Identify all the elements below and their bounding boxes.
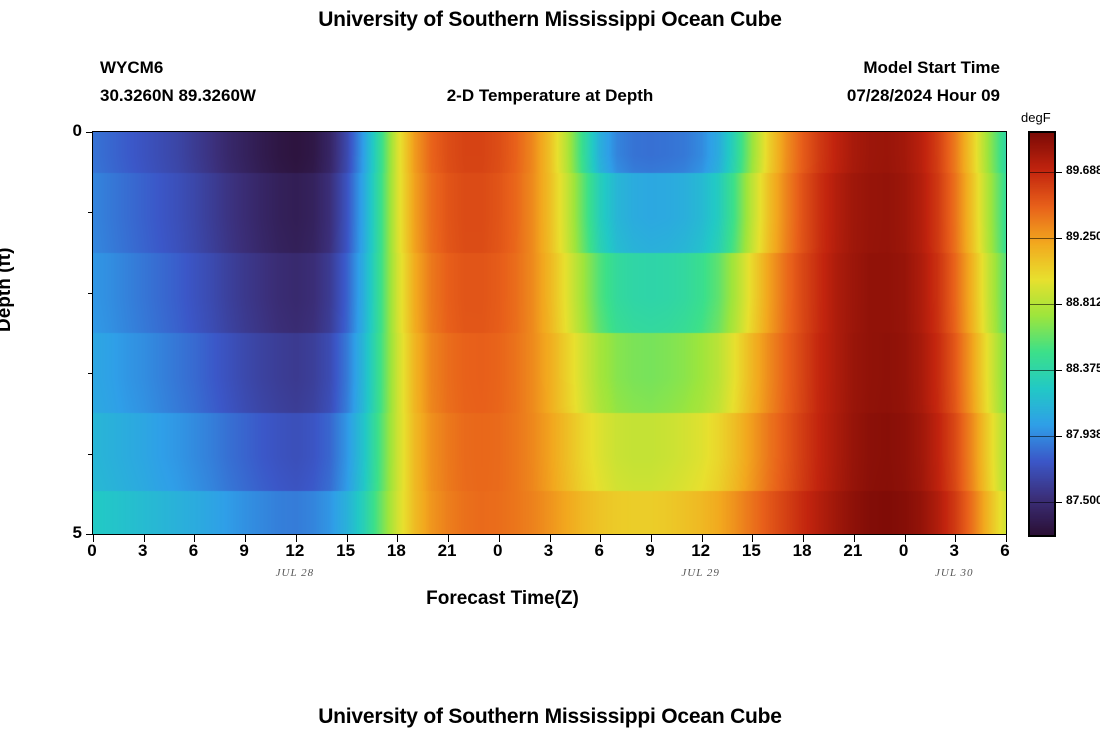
x-tick: [295, 535, 297, 542]
x-tick-label: 6: [188, 541, 199, 560]
x-tick-label: 12: [691, 541, 711, 560]
colorbar-inner-tick: [1030, 501, 1054, 503]
colorbar-label: 89.250: [1066, 229, 1100, 244]
colorbar: [1028, 131, 1062, 537]
y-minor-tick: [88, 292, 93, 294]
x-tick-label: 21: [437, 541, 457, 560]
date-label: JUL 30: [935, 567, 974, 579]
x-tick: [752, 535, 754, 542]
x-tick: [549, 535, 551, 542]
date-label: JUL 28: [275, 567, 315, 579]
x-tick: [904, 535, 906, 542]
colorbar-label: 87.938: [1066, 426, 1100, 441]
station-coordinates: 30.3260N 89.3260W: [100, 86, 256, 105]
y-tick: [86, 132, 93, 133]
colorbar-label: 89.688: [1066, 163, 1100, 178]
model-start-time-value: 07/28/2024 Hour 09: [846, 86, 1000, 105]
colorbar-inner-tick: [1030, 172, 1054, 174]
x-tick-label: 6: [1000, 541, 1010, 560]
x-tick: [955, 535, 957, 542]
x-tick-label: 3: [137, 541, 148, 560]
colorbar-label: 88.812: [1066, 295, 1100, 310]
x-tick: [143, 535, 145, 542]
x-tick-label: 21: [843, 541, 863, 560]
y-tick-label: 0: [72, 121, 82, 140]
x-tick-label: 0: [898, 541, 909, 560]
x-tick: [853, 535, 855, 542]
colorbar-unit-label: degF: [1021, 110, 1051, 125]
x-tick-label: 3: [949, 541, 959, 560]
chart-subtitle: 2-D Temperature at Depth: [446, 86, 654, 105]
x-tick: [600, 535, 602, 542]
x-tick: [346, 535, 348, 542]
x-tick: [397, 535, 399, 542]
x-tick-label: 9: [239, 541, 249, 560]
x-tick-label: 18: [386, 541, 406, 560]
colorbar-inner-tick: [1030, 238, 1054, 240]
y-minor-tick: [88, 373, 93, 375]
colorbar-inner-tick: [1030, 370, 1054, 372]
colorbar-tick: [1054, 370, 1062, 372]
x-tick-label: 0: [493, 541, 503, 560]
x-tick: [1006, 535, 1007, 542]
heatmap-plot-area: [86, 131, 1007, 542]
x-tick: [650, 535, 652, 542]
footer-title: University of Southern Mississippi Ocean…: [318, 705, 782, 728]
colorbar-tick: [1054, 238, 1062, 240]
x-axis-title: Forecast Time(Z): [426, 588, 579, 609]
page-title: University of Southern Mississippi Ocean…: [318, 8, 782, 31]
station-id: WYCM6: [100, 58, 164, 77]
temperature-heatmap: [93, 132, 1006, 534]
y-minor-tick: [88, 453, 93, 455]
x-tick-label: 18: [792, 541, 812, 560]
x-tick: [93, 535, 94, 542]
colorbar-tick: [1054, 501, 1062, 503]
x-tick: [245, 535, 247, 542]
x-tick-label: 0: [87, 541, 97, 560]
colorbar-label: 87.500: [1066, 492, 1100, 507]
x-tick-label: 3: [543, 541, 554, 560]
colorbar-label: 88.375: [1066, 361, 1100, 376]
y-tick: [86, 534, 93, 535]
colorbar-inner-tick: [1030, 435, 1054, 437]
colorbar-gradient: [1030, 133, 1054, 535]
x-tick: [701, 535, 703, 542]
x-tick-label: 15: [741, 541, 761, 560]
date-label: JUL 29: [681, 567, 720, 579]
model-start-time-label: Model Start Time: [863, 58, 1000, 77]
y-minor-tick: [88, 212, 93, 214]
x-tick-label: 6: [594, 541, 604, 560]
colorbar-tick: [1054, 435, 1062, 437]
x-tick-label: 9: [645, 541, 655, 560]
x-tick: [803, 535, 805, 542]
x-tick-label: 15: [336, 541, 356, 560]
y-axis-title: Depth (ft): [0, 247, 15, 332]
x-tick: [448, 535, 450, 542]
colorbar-inner-tick: [1030, 304, 1054, 306]
x-tick: [498, 535, 500, 542]
colorbar-tick: [1054, 304, 1062, 306]
x-tick-label: 12: [285, 541, 305, 560]
colorbar-tick: [1054, 172, 1062, 174]
x-tick: [194, 535, 196, 542]
y-tick-label: 5: [72, 523, 82, 542]
